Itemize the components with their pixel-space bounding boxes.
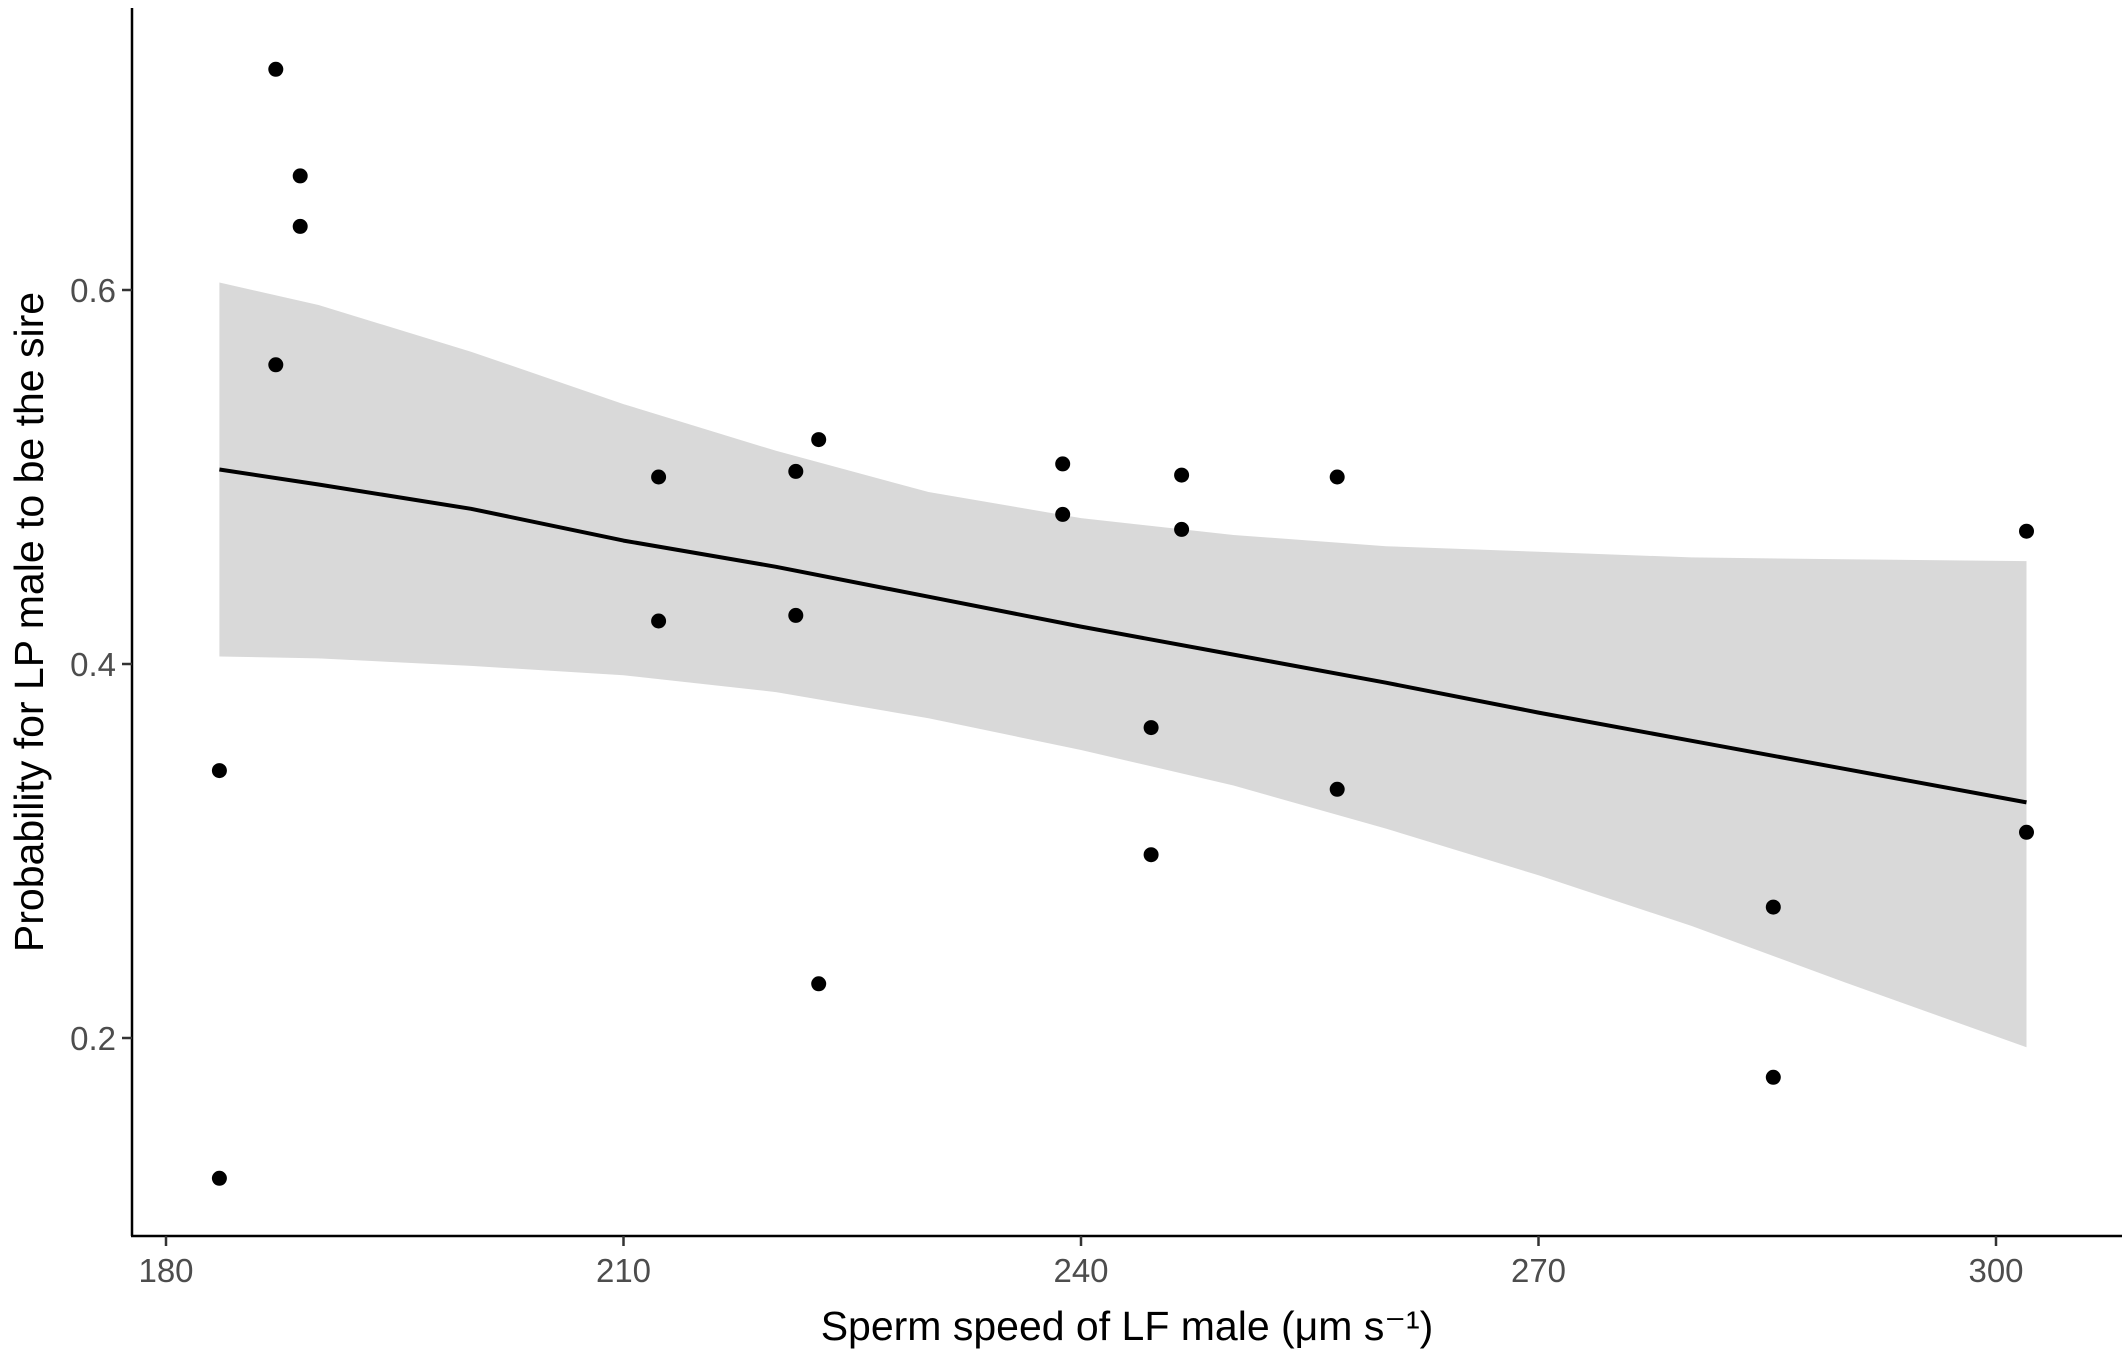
data-point [268, 357, 284, 373]
data-point [651, 469, 667, 485]
data-point [1765, 1069, 1781, 1085]
x-tick-label: 210 [596, 1252, 651, 1289]
data-point [811, 976, 827, 992]
data-point [1055, 456, 1071, 472]
regression-line [219, 467, 2027, 805]
data-point [1765, 899, 1781, 915]
y-axis-title: Probability for LP male to be the sire [6, 292, 52, 952]
data-point [211, 763, 227, 779]
data-point [292, 168, 308, 184]
data-point [1329, 781, 1345, 797]
axes-layer [130, 8, 2122, 1238]
data-point [1329, 469, 1345, 485]
data-point [1143, 720, 1159, 736]
ticks-layer: 180 210 240 270 300 0.2 0.4 0.6 [70, 272, 2023, 1289]
x-tick-label: 240 [1053, 1252, 1108, 1289]
y-tick-label: 0.6 [70, 272, 116, 309]
confidence-band [219, 282, 2027, 1048]
x-axis-title: Sperm speed of LF male (μm s⁻¹) [821, 1303, 1434, 1349]
y-tick-label: 0.4 [70, 646, 116, 683]
data-point [1143, 847, 1159, 863]
data-point [811, 432, 827, 448]
data-point [1055, 506, 1071, 522]
x-tick-label: 300 [1968, 1252, 2023, 1289]
fit-line-layer [219, 467, 2027, 805]
data-point [788, 463, 804, 479]
data-point [2019, 523, 2034, 539]
data-point [211, 1170, 227, 1186]
data-point [292, 218, 308, 234]
data-point [1174, 521, 1190, 537]
data-points-layer [211, 61, 2034, 1186]
x-tick-label: 180 [138, 1252, 193, 1289]
data-point [651, 613, 667, 629]
y-tick-label: 0.2 [70, 1020, 116, 1057]
data-point [1174, 467, 1190, 483]
x-tick-label: 270 [1511, 1252, 1566, 1289]
data-point [2019, 824, 2034, 840]
confidence-band-layer [219, 282, 2027, 1048]
data-point [268, 61, 284, 77]
data-point [788, 607, 804, 623]
